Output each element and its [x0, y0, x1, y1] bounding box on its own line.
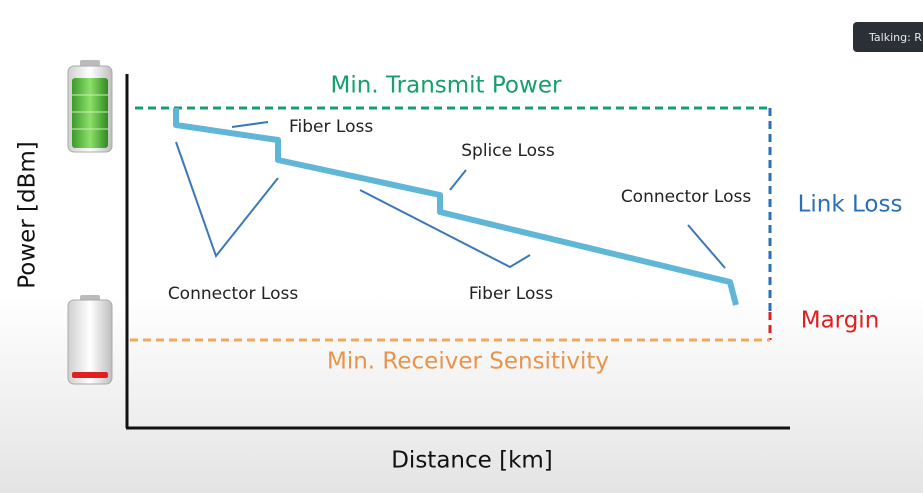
sensitivity-label: Min. Receiver Sensitivity: [327, 349, 609, 375]
full-battery: [67, 60, 113, 153]
x-axis-label: Distance [km]: [391, 448, 553, 474]
pointers: [175, 121, 726, 269]
link-loss-label: Link Loss: [798, 192, 903, 218]
margin-label: Margin: [801, 308, 880, 334]
annotation: Fiber Loss: [469, 284, 553, 304]
power-curve: [173, 108, 739, 306]
transmit-label: Min. Transmit Power: [331, 73, 562, 99]
empty-battery: [67, 295, 113, 385]
annotation: Splice Loss: [461, 141, 555, 161]
overlay-text: Talking: R: [868, 31, 922, 44]
annotation: Connector Loss: [621, 187, 752, 207]
annotation: Connector Loss: [168, 284, 299, 304]
talking-overlay: Talking: R: [853, 22, 923, 52]
y-axis-label: Power [dBm]: [15, 141, 41, 289]
annotation: Fiber Loss: [289, 117, 373, 137]
